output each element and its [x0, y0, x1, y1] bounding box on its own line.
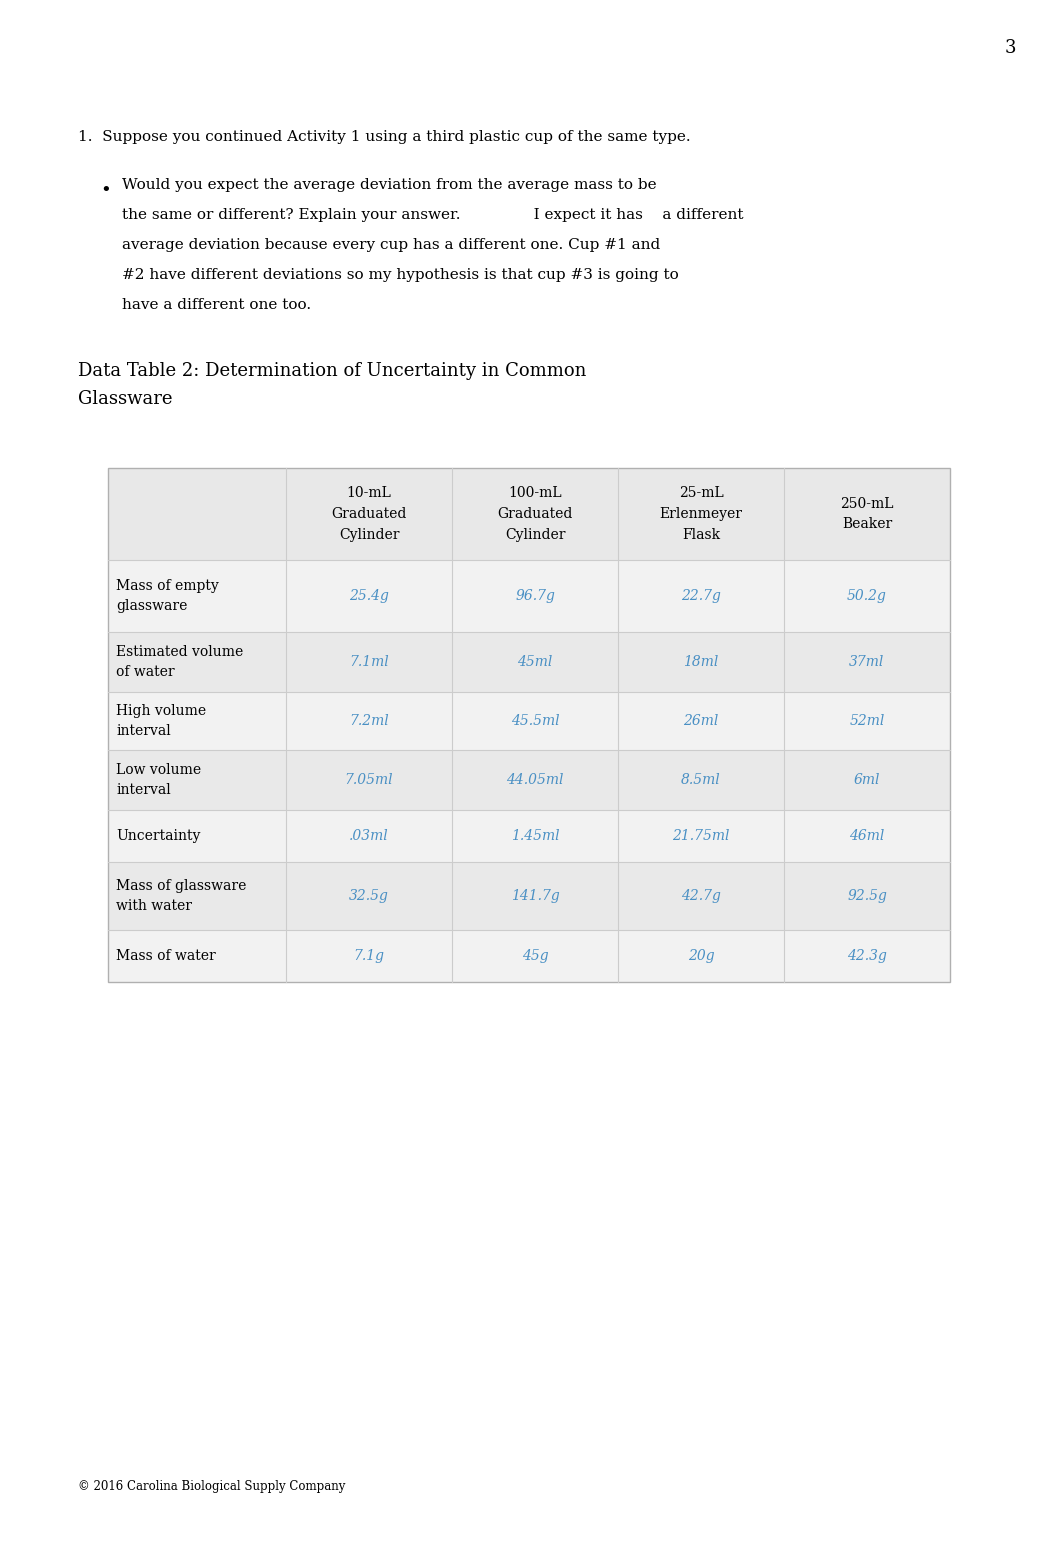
Text: Data Table 2: Determination of Uncertainty in Common: Data Table 2: Determination of Uncertain…: [78, 362, 586, 379]
Text: 37ml: 37ml: [850, 656, 885, 670]
Text: the same or different? Explain your answer.               I expect it has    a d: the same or different? Explain your answ…: [122, 208, 743, 222]
Text: Glassware: Glassware: [78, 390, 172, 407]
Text: 141.7g: 141.7g: [511, 890, 560, 902]
Text: 50.2g: 50.2g: [847, 588, 887, 603]
Text: 250-mL
Beaker: 250-mL Beaker: [840, 496, 894, 531]
Text: 92.5g: 92.5g: [847, 890, 887, 902]
Text: have a different one too.: have a different one too.: [122, 298, 311, 312]
Text: 32.5g: 32.5g: [349, 890, 389, 902]
Text: 26ml: 26ml: [683, 713, 719, 727]
Text: average deviation because every cup has a different one. Cup #1 and: average deviation because every cup has …: [122, 237, 661, 251]
Text: 44.05ml: 44.05ml: [507, 773, 564, 787]
Text: 10-mL
Graduated
Cylinder: 10-mL Graduated Cylinder: [331, 487, 407, 542]
Text: 25.4g: 25.4g: [349, 588, 389, 603]
Text: .03ml: .03ml: [349, 829, 389, 843]
Text: 45.5ml: 45.5ml: [511, 713, 560, 727]
Text: © 2016 Carolina Biological Supply Company: © 2016 Carolina Biological Supply Compan…: [78, 1480, 345, 1492]
Bar: [108, 468, 950, 982]
Text: 7.05ml: 7.05ml: [345, 773, 393, 787]
Text: 52ml: 52ml: [850, 713, 885, 727]
Text: Would you expect the average deviation from the average mass to be: Would you expect the average deviation f…: [122, 178, 656, 192]
Text: 20g: 20g: [688, 949, 715, 963]
Text: 18ml: 18ml: [683, 656, 719, 670]
Text: 42.3g: 42.3g: [847, 949, 887, 963]
Text: #2 have different deviations so my hypothesis is that cup #3 is going to: #2 have different deviations so my hypot…: [122, 268, 679, 283]
Text: Mass of empty
glassware: Mass of empty glassware: [116, 579, 219, 613]
Bar: [108, 560, 950, 632]
Bar: [108, 468, 950, 982]
Text: Uncertainty: Uncertainty: [116, 829, 201, 843]
Text: Estimated volume
of water: Estimated volume of water: [116, 645, 243, 679]
Text: 96.7g: 96.7g: [515, 588, 555, 603]
Text: 7.2ml: 7.2ml: [349, 713, 389, 727]
Text: 25-mL
Erlenmeyer
Flask: 25-mL Erlenmeyer Flask: [660, 487, 742, 542]
Text: Low volume
interval: Low volume interval: [116, 763, 201, 796]
Text: 7.1ml: 7.1ml: [349, 656, 389, 670]
Text: 1.  Suppose you continued Activity 1 using a third plastic cup of the same type.: 1. Suppose you continued Activity 1 usin…: [78, 130, 690, 144]
Text: High volume
interval: High volume interval: [116, 704, 206, 738]
Text: 1.45ml: 1.45ml: [511, 829, 560, 843]
Text: 21.75ml: 21.75ml: [672, 829, 730, 843]
Text: 100-mL
Graduated
Cylinder: 100-mL Graduated Cylinder: [497, 487, 572, 542]
Text: 42.7g: 42.7g: [681, 890, 721, 902]
Bar: [108, 862, 950, 930]
Bar: [108, 810, 950, 862]
Text: 8.5ml: 8.5ml: [681, 773, 721, 787]
Bar: [108, 749, 950, 810]
Text: Mass of glassware
with water: Mass of glassware with water: [116, 879, 246, 913]
Text: Mass of water: Mass of water: [116, 949, 216, 963]
Text: 22.7g: 22.7g: [681, 588, 721, 603]
Text: 3: 3: [1005, 39, 1015, 58]
Text: 45ml: 45ml: [517, 656, 552, 670]
Text: •: •: [100, 183, 110, 200]
Text: 46ml: 46ml: [850, 829, 885, 843]
Bar: [108, 632, 950, 692]
Text: 6ml: 6ml: [854, 773, 880, 787]
Bar: [108, 468, 950, 560]
Bar: [108, 692, 950, 749]
Bar: [108, 930, 950, 982]
Text: 45g: 45g: [521, 949, 548, 963]
Text: 7.1g: 7.1g: [354, 949, 384, 963]
